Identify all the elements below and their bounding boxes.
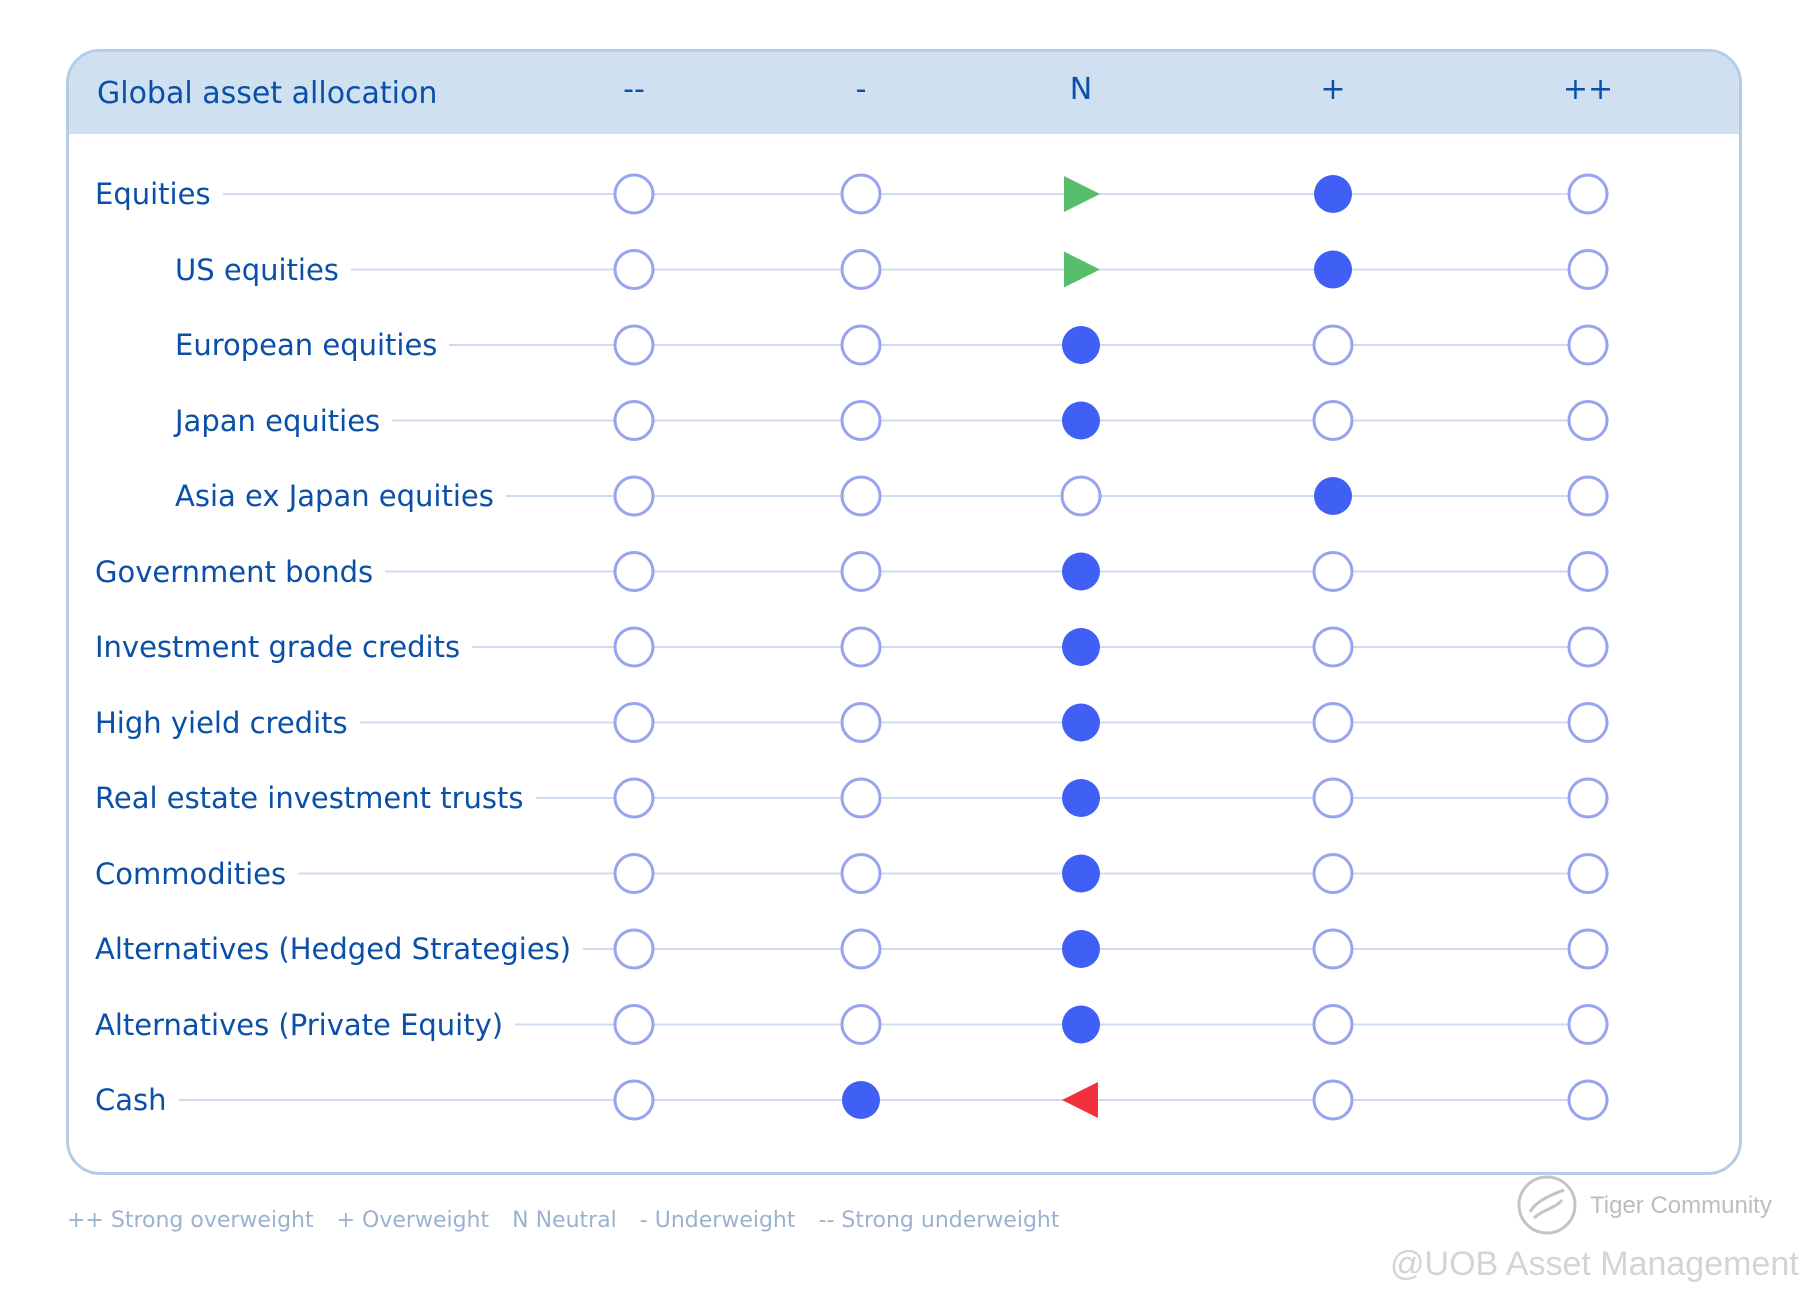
empty-position-marker [613, 400, 655, 441]
empty-position-marker [613, 777, 655, 819]
empty-position-marker [1567, 324, 1609, 366]
legend-underweight: - Underweight [639, 1208, 796, 1233]
empty-position-marker [1312, 551, 1354, 592]
empty-position-marker [840, 853, 882, 894]
empty-position-marker [840, 928, 882, 970]
uob-watermark-text: @UOB Asset Management [1390, 1245, 1799, 1283]
empty-position-marker [1567, 1004, 1609, 1045]
empty-position-marker [1567, 400, 1609, 441]
legend-neutral: N Neutral [512, 1208, 617, 1233]
empty-position-marker [613, 1004, 655, 1045]
row-label: Alternatives (Private Equity) [95, 1004, 516, 1045]
empty-position-marker [613, 551, 655, 592]
allocation-card: Global asset allocation -- - N + ++ Equi… [66, 49, 1742, 1175]
upgrade-arrow-icon [1064, 251, 1100, 288]
row-label: European equities [175, 325, 450, 365]
empty-position-marker [1567, 551, 1609, 592]
column-label-underweight: - [855, 72, 867, 107]
selected-position-marker [1062, 930, 1100, 968]
row-label: US equities [175, 249, 351, 290]
selected-position-marker [1062, 326, 1100, 364]
empty-position-marker [1567, 249, 1609, 290]
empty-position-marker [1567, 928, 1609, 970]
selected-position-marker [1062, 552, 1100, 591]
empty-position-marker [840, 400, 882, 441]
empty-position-marker [613, 324, 655, 366]
row-label: Japan equities [175, 400, 393, 441]
empty-position-marker [613, 853, 655, 894]
empty-position-marker [1060, 475, 1102, 517]
row-label: Alternatives (Hedged Strategies) [95, 929, 584, 969]
empty-position-marker [1312, 777, 1354, 819]
row-label: Investment grade credits [95, 627, 473, 667]
empty-position-marker [840, 173, 882, 215]
empty-position-marker [840, 1004, 882, 1045]
empty-position-marker [840, 777, 882, 819]
empty-position-marker [1312, 324, 1354, 366]
empty-position-marker [1567, 626, 1609, 668]
tiger-logo-icon [1517, 1175, 1577, 1235]
empty-position-marker [1312, 1004, 1354, 1045]
empty-position-marker [1312, 400, 1354, 441]
empty-position-marker [840, 626, 882, 668]
empty-position-marker [1567, 853, 1609, 894]
empty-position-marker [1567, 1079, 1609, 1121]
downgrade-arrow-icon [1062, 1082, 1098, 1118]
empty-position-marker [1567, 173, 1609, 215]
empty-position-marker [840, 249, 882, 290]
empty-position-marker [1312, 853, 1354, 894]
empty-position-marker [1312, 626, 1354, 668]
empty-position-marker [840, 475, 882, 517]
row-label: High yield credits [95, 702, 360, 743]
empty-position-marker [613, 475, 655, 517]
selected-position-marker [1314, 175, 1352, 213]
empty-position-marker [613, 249, 655, 290]
legend-strong-underweight: -- Strong underweight [818, 1208, 1060, 1233]
row-label: Asia ex Japan equities [175, 476, 506, 516]
legend: ++ Strong overweight + Overweight N Neut… [67, 1208, 1076, 1233]
empty-position-marker [1312, 1079, 1354, 1121]
row-label: Equities [95, 174, 223, 214]
empty-position-marker [1312, 928, 1354, 970]
empty-position-marker [840, 702, 882, 743]
selected-position-marker [1062, 703, 1100, 742]
empty-position-marker [613, 173, 655, 215]
empty-position-marker [840, 551, 882, 592]
row-label: Cash [95, 1080, 179, 1120]
legend-strong-overweight: ++ Strong overweight [67, 1208, 314, 1233]
selected-position-marker [1314, 477, 1352, 515]
empty-position-marker [613, 702, 655, 743]
column-label-neutral: N [1069, 72, 1093, 107]
row-label: Commodities [95, 853, 299, 894]
empty-position-marker [840, 324, 882, 366]
empty-position-marker [1567, 475, 1609, 517]
upgrade-arrow-icon [1064, 176, 1100, 212]
row-label: Real estate investment trusts [95, 778, 536, 818]
column-label-strong-overweight: ++ [1562, 72, 1614, 107]
selected-position-marker [1062, 854, 1100, 893]
selected-position-marker [842, 1081, 880, 1119]
empty-position-marker [613, 626, 655, 668]
tiger-community-text: Tiger Community [1590, 1192, 1772, 1219]
selected-position-marker [1062, 401, 1100, 440]
tiger-community-watermark: Tiger Community [1500, 1172, 1780, 1292]
column-label-overweight: + [1320, 72, 1346, 107]
selected-position-marker [1062, 1005, 1100, 1044]
selected-position-marker [1062, 779, 1100, 817]
chart-title: Global asset allocation [97, 76, 438, 111]
empty-position-marker [1312, 702, 1354, 743]
empty-position-marker [1567, 702, 1609, 743]
empty-position-marker [613, 928, 655, 970]
allocation-grid [115, 173, 1609, 1121]
column-label-strong-underweight: -- [623, 72, 645, 107]
row-label: Government bonds [95, 551, 386, 592]
selected-position-marker [1062, 628, 1100, 666]
legend-overweight: + Overweight [336, 1208, 490, 1233]
empty-position-marker [1567, 777, 1609, 819]
card-header: Global asset allocation -- - N + ++ [69, 52, 1739, 134]
selected-position-marker [1314, 250, 1352, 289]
empty-position-marker [613, 1079, 655, 1121]
